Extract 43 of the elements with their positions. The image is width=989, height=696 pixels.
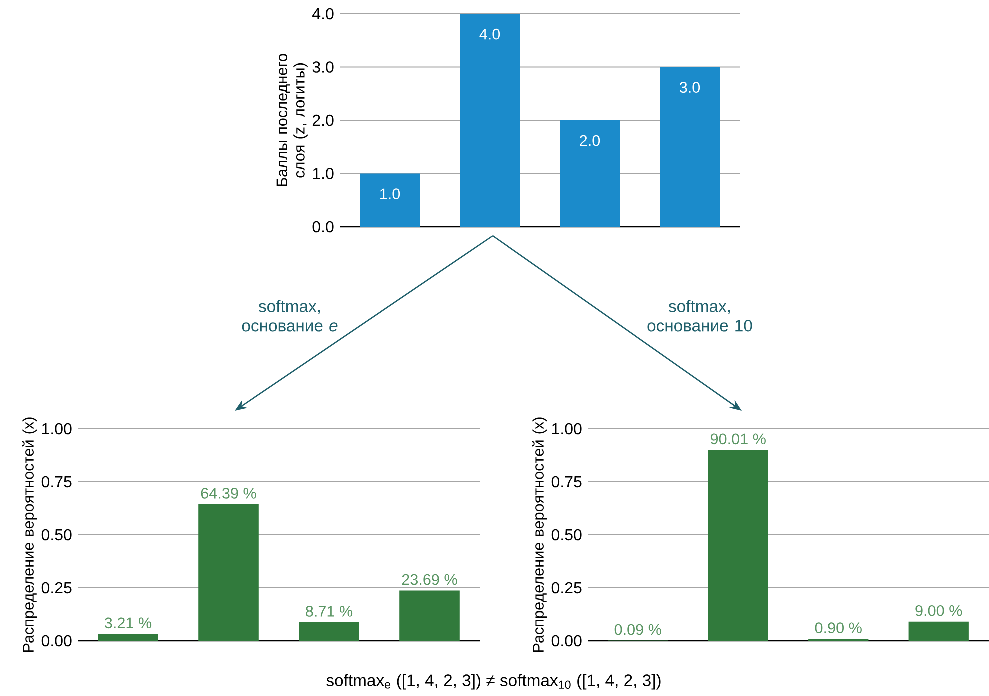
data-label: 90.01 % bbox=[710, 434, 766, 445]
bar bbox=[560, 120, 620, 227]
y-tick-label: 0.0 bbox=[312, 221, 334, 233]
y-tick-label: 0.50 bbox=[42, 529, 72, 541]
bar bbox=[660, 67, 720, 227]
y-tick-label: 0.00 bbox=[552, 635, 582, 647]
y-tick-label: 1.00 bbox=[552, 423, 582, 435]
bar bbox=[198, 504, 259, 641]
bar bbox=[460, 14, 520, 227]
bar bbox=[299, 622, 360, 641]
y-tick-label: 0.50 bbox=[552, 529, 582, 541]
data-label: 1.0 bbox=[380, 188, 400, 200]
y-axis-title: Баллы последнего слоя (z, логиты) bbox=[276, 54, 308, 186]
data-label: 8.71 % bbox=[306, 606, 353, 617]
y-axis-title: Распределение вероятностей (x) bbox=[532, 418, 547, 652]
y-tick-label: 1.0 bbox=[313, 168, 334, 180]
bar bbox=[98, 634, 158, 641]
y-tick-label: 0.75 bbox=[552, 476, 582, 488]
y-tick-label: 0.00 bbox=[42, 635, 72, 647]
bar bbox=[360, 174, 420, 227]
y-tick-label: 2.0 bbox=[312, 114, 334, 126]
text: softmax, основание 10 bbox=[648, 300, 752, 332]
y-tick-label: 0.25 bbox=[42, 582, 72, 594]
data-label: 3.21 % bbox=[104, 618, 152, 629]
text: softmax$_{e}$ ([1, 4, 2, 3]) ≠ softmax$_{10}$ ([1, 4, 2, 3]) bbox=[326, 674, 661, 690]
data-label: 4.0 bbox=[480, 28, 500, 40]
y-tick-label: 0.75 bbox=[42, 476, 72, 488]
text: softmax, основание e bbox=[242, 300, 338, 332]
bar bbox=[908, 622, 969, 641]
bar bbox=[708, 450, 768, 641]
y-tick-label: 4.0 bbox=[312, 8, 334, 20]
data-label: 2.0 bbox=[580, 135, 600, 146]
data-label: 9.00 % bbox=[916, 605, 962, 616]
data-label: 0.90 % bbox=[815, 622, 862, 634]
y-tick-label: 0.25 bbox=[552, 582, 582, 594]
data-label: 3.0 bbox=[680, 82, 700, 94]
data-label: 23.69 % bbox=[402, 574, 458, 586]
y-tick-label: 3.0 bbox=[312, 62, 334, 73]
data-label: 0.09 % bbox=[614, 624, 662, 636]
bar bbox=[400, 590, 460, 641]
y-tick-label: 1.00 bbox=[42, 423, 72, 435]
data-label: 64.39 % bbox=[201, 488, 256, 499]
y-axis-title: Распределение вероятностей (x) bbox=[22, 418, 37, 652]
